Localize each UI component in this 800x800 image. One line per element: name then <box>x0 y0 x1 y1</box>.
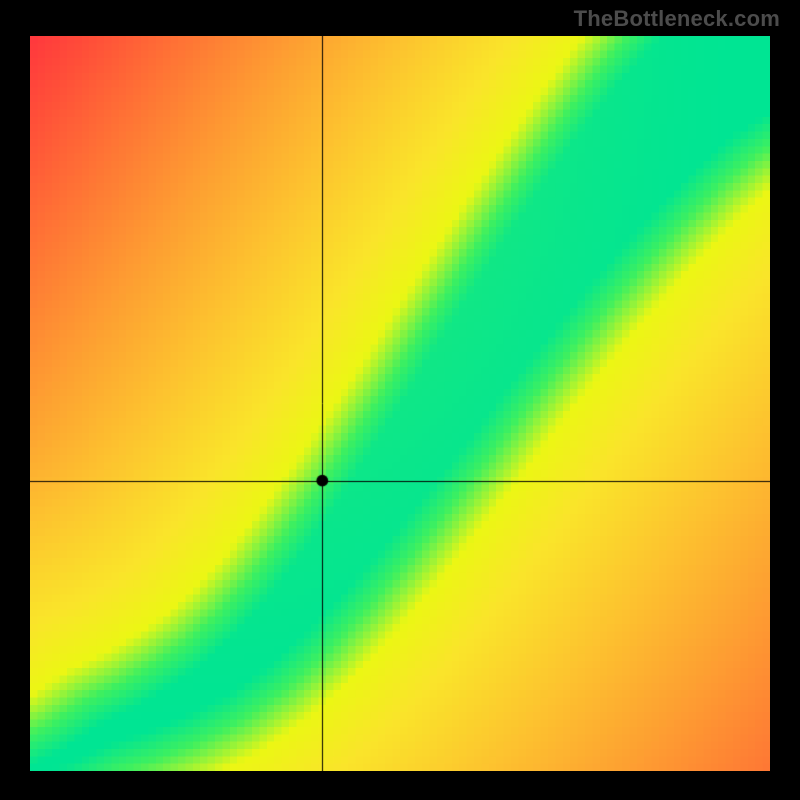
chart-container: TheBottleneck.com <box>0 0 800 800</box>
crosshair-overlay <box>30 36 770 771</box>
plot-area <box>30 36 770 771</box>
watermark-text: TheBottleneck.com <box>574 6 780 32</box>
